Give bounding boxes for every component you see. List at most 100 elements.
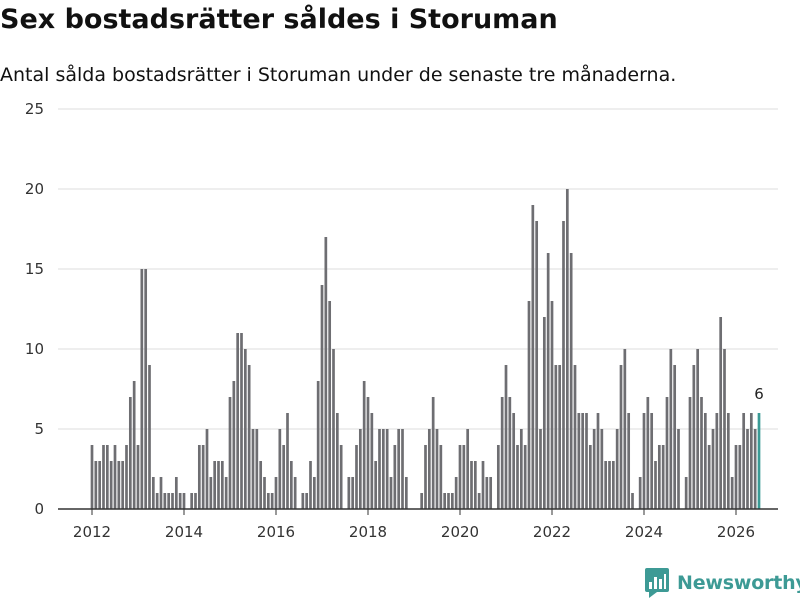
bar [546,253,550,509]
x-tick-label: 2016 [257,523,295,541]
bar-value-label: 6 [754,385,764,403]
bar [527,301,531,509]
bar [642,413,646,509]
bar [631,493,634,509]
y-tick-label: 25 [25,100,44,118]
bar [217,461,220,509]
bar [496,445,500,509]
bar [665,397,669,509]
bar [562,221,565,509]
bar [236,333,240,509]
bar [700,397,703,509]
bar [355,445,358,509]
bar [263,477,266,509]
bar [328,301,332,509]
bar [362,381,366,509]
bar [550,301,554,509]
bar [301,493,305,509]
bar [730,477,734,509]
bar [596,413,600,509]
bar [427,429,431,509]
bar [604,461,608,509]
bar [669,349,673,509]
newsworthy-logo[interactable]: Newsworthy [645,568,800,598]
x-tick-label: 2026 [717,523,755,541]
bar [485,477,489,509]
bar [389,477,393,509]
bar [585,413,588,509]
bar [148,365,151,509]
bar [259,461,263,509]
bar [711,429,715,509]
bar [293,477,297,509]
chart-title: Sex bostadsrätter såldes i Storuman [0,4,558,35]
bar [715,413,719,509]
bar [209,477,213,509]
bar [707,445,711,509]
bar [404,477,408,509]
bar [347,477,351,509]
bar [523,445,527,509]
bar [401,429,404,509]
bar-chart: 0 5 10 15 20 25 6 2012 2014 2016 2018 2020 2022 2024 2… [25,100,778,541]
bar [335,413,339,509]
bar [734,445,738,509]
bar [508,397,512,509]
y-tick-label: 0 [34,500,44,518]
bar [205,429,209,509]
bar [182,493,186,509]
bar [171,493,174,509]
bar [247,365,251,509]
bar [489,477,493,509]
bar [378,429,381,509]
bar [201,445,205,509]
x-tick-label: 2020 [441,523,479,541]
bar [473,461,477,509]
bar [316,381,320,509]
bar [477,493,481,509]
bar [500,397,504,509]
bar [393,445,397,509]
bar [125,445,128,509]
bar [332,349,335,509]
y-tick-label: 15 [25,260,44,278]
bar [109,461,113,509]
bar [385,429,389,509]
bar [615,429,619,509]
bar [608,461,611,509]
bar [565,189,569,509]
bar [673,365,677,509]
bar [339,445,343,509]
y-tick-label: 20 [25,180,44,198]
bar [688,397,692,509]
bar [692,365,696,509]
bar [320,285,324,509]
bar [163,493,167,509]
bar [558,365,562,509]
bar [592,429,596,509]
bar [128,397,132,509]
bar [381,429,385,509]
bar [726,413,730,509]
bar [650,413,654,509]
bar [140,269,144,509]
bar [573,365,577,509]
bar [569,253,573,509]
bar [542,317,546,509]
bar [742,413,746,509]
bar [611,461,615,509]
bar [312,477,316,509]
bar [504,365,508,509]
bar [117,461,121,509]
x-tick-label: 2012 [73,523,111,541]
x-tick-label: 2024 [625,523,663,541]
bar [98,461,102,509]
bar [723,349,726,509]
bar [197,445,201,509]
bar [194,493,197,509]
chart-subtitle: Antal sålda bostadsrätter i Storuman und… [0,64,677,86]
bar [661,445,665,509]
bar [450,493,454,509]
bar [397,429,401,509]
bar [577,413,581,509]
